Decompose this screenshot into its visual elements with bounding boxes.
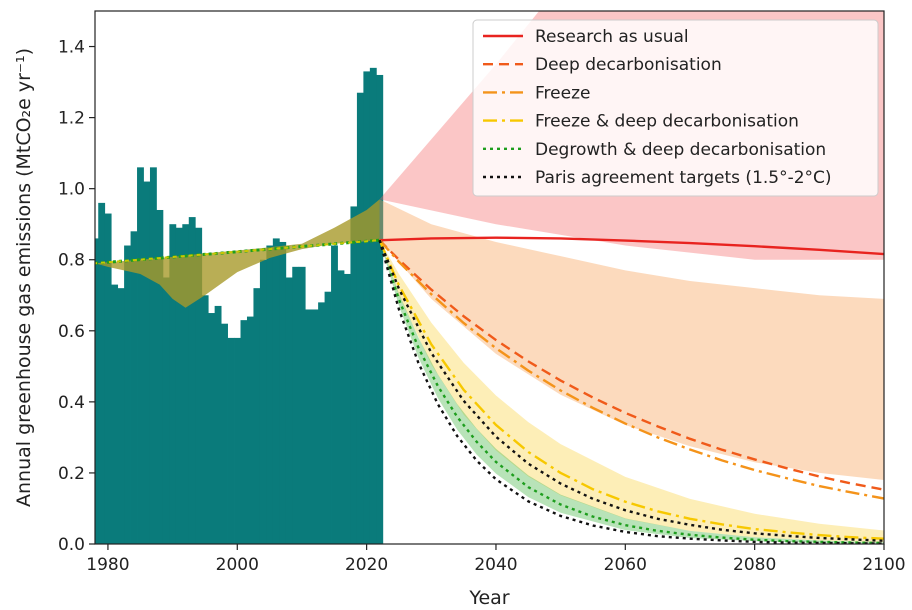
- y-tick-label-0: 0.0: [58, 535, 85, 555]
- bar-1991: [175, 227, 183, 544]
- bar-1996: [208, 313, 216, 544]
- series-line-paris-agreement-targets-1-5-2-c: [378, 239, 884, 544]
- bar-2021: [369, 67, 377, 544]
- legend-label-paris-agreement-targets-1-5-2-c: Paris agreement targets (1.5°-2°C): [535, 168, 832, 188]
- bar-2019: [356, 92, 364, 544]
- series-line-deep-decarbonisation: [378, 239, 884, 491]
- bar-2008: [285, 277, 293, 544]
- bar-2013: [318, 302, 325, 544]
- bar-1997: [214, 305, 222, 544]
- bar-1979: [98, 202, 106, 544]
- legend-label-deep-decarbonisation: Deep decarbonisation: [535, 55, 722, 75]
- bar-2016: [337, 270, 345, 544]
- bar-2011: [305, 309, 313, 544]
- x-tick-label-2060: 2060: [604, 555, 647, 575]
- bar-2010: [298, 266, 306, 544]
- x-tick-label-2100: 2100: [862, 555, 905, 575]
- bar-2007: [279, 241, 287, 544]
- legend-label-degrowth-deep-decarbonisation: Degrowth & deep decarbonisation: [535, 140, 826, 160]
- band-deep-decarbonisation: [379, 199, 884, 481]
- x-tick-label-2040: 2040: [474, 555, 517, 575]
- y-tick-label-0.8: 0.8: [58, 251, 85, 271]
- bar-2022: [376, 74, 384, 544]
- historical-trend-yellow: [95, 239, 380, 265]
- y-tick-label-0.2: 0.2: [58, 464, 85, 484]
- x-tick-label-2000: 2000: [216, 555, 259, 575]
- bar-1985: [137, 167, 144, 544]
- bar-2014: [324, 291, 332, 544]
- y-tick-label-1.4: 1.4: [58, 38, 85, 58]
- bar-2002: [246, 316, 254, 544]
- bar-1982: [117, 288, 125, 544]
- series-line-paris-upper-bound: [378, 239, 884, 543]
- y-tick-label-1.2: 1.2: [58, 109, 85, 129]
- bar-1992: [182, 224, 190, 544]
- bar-1990: [169, 224, 177, 544]
- x-tick-label-2020: 2020: [345, 555, 388, 575]
- bar-1980: [104, 213, 112, 544]
- bar-1987: [149, 167, 157, 544]
- bar-1993: [188, 217, 196, 544]
- bar-2004: [259, 259, 267, 544]
- y-axis: 0.0 0.2 0.4 0.6 0.8 1.0 1.2 1.4: [58, 38, 95, 555]
- bar-1983: [124, 245, 131, 544]
- bar-2020: [363, 71, 371, 544]
- bar-2015: [331, 245, 338, 544]
- series-line-research-as-usual: [379, 236, 884, 256]
- bar-2012: [311, 309, 319, 544]
- bar-1981: [111, 284, 119, 544]
- bar-2017: [343, 273, 351, 544]
- bar-2006: [272, 238, 280, 544]
- legend-label-research-as-usual: Research as usual: [535, 27, 689, 47]
- band-freeze-deep-decarbonisation: [379, 240, 884, 543]
- historical-bars: [95, 67, 384, 544]
- x-tick-label-1980: 1980: [86, 555, 129, 575]
- series-line-degrowth-deep-decarbonisation: [378, 239, 884, 544]
- x-tick-label-2080: 2080: [733, 555, 776, 575]
- bar-1995: [201, 295, 209, 544]
- bar-1984: [130, 231, 138, 544]
- y-tick-label-1: 1.0: [58, 180, 85, 200]
- y-tick-label-0.6: 0.6: [58, 322, 85, 342]
- bar-1999: [227, 337, 235, 544]
- bar-2009: [292, 266, 300, 544]
- historical-band: [95, 199, 380, 308]
- bar-1998: [221, 323, 228, 544]
- plot-frame: [94, 10, 885, 545]
- bar-1994: [195, 227, 203, 544]
- series-line-freeze-deep-decarbonisation: [378, 239, 884, 540]
- scenario-lines: [95, 236, 884, 544]
- x-axis: 1980 2000 2020 2040 2060 2080 2100: [86, 544, 906, 575]
- bar-2005: [266, 245, 274, 544]
- bar-2003: [253, 288, 261, 544]
- legend-box: [472, 19, 879, 197]
- legend-label-freeze-deep-decarbonisation: Freeze & deep decarbonisation: [535, 112, 799, 132]
- y-axis-label: Annual greenhouse gas emissions (MtCO₂e …: [13, 48, 35, 507]
- bar-1989: [162, 277, 170, 544]
- legend-label-freeze: Freeze: [535, 83, 590, 103]
- y-tick-label-0.4: 0.4: [58, 393, 85, 413]
- band-degrowth-deep-decarbonisation: [379, 240, 884, 544]
- legend: Research as usual Deep decarbonisation Fre…: [472, 19, 879, 197]
- bar-2001: [240, 320, 248, 544]
- bar-1978: [95, 238, 99, 544]
- series-line-freeze: [378, 239, 884, 500]
- bar-1988: [156, 209, 164, 544]
- bar-2018: [350, 206, 358, 544]
- bar-2000: [234, 337, 241, 544]
- x-axis-label: Year: [468, 587, 509, 609]
- bar-1986: [143, 181, 151, 544]
